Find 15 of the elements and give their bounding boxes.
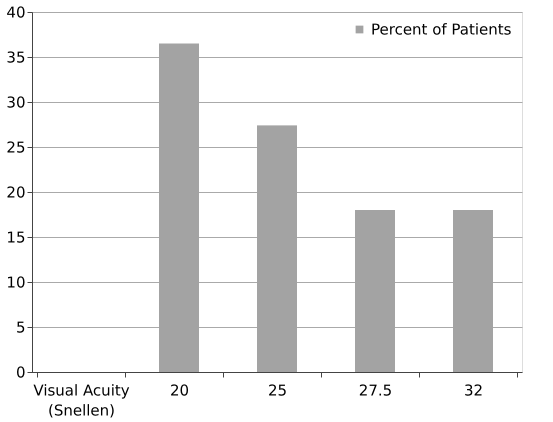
y-tick-label: 40 — [6, 4, 26, 22]
y-tick-label: 5 — [16, 318, 26, 336]
y-tick-label: 30 — [6, 94, 26, 112]
y-tick-label: 35 — [6, 48, 26, 66]
y-tick-label: 0 — [16, 364, 26, 382]
x-tick-label: 20 — [170, 382, 190, 400]
y-tick-label: 25 — [6, 138, 26, 156]
y-tick-label: 15 — [6, 228, 26, 246]
legend-label: Percent of Patients — [371, 20, 512, 38]
x-tick-label: 27.5 — [358, 382, 392, 400]
x-tick-label: Visual Acuity (Snellen) — [33, 382, 130, 420]
x-tick-label: 32 — [464, 382, 484, 400]
y-tick-label: 10 — [6, 274, 26, 292]
y-tick-label: 20 — [6, 184, 26, 202]
x-tick-label: 25 — [268, 382, 288, 400]
